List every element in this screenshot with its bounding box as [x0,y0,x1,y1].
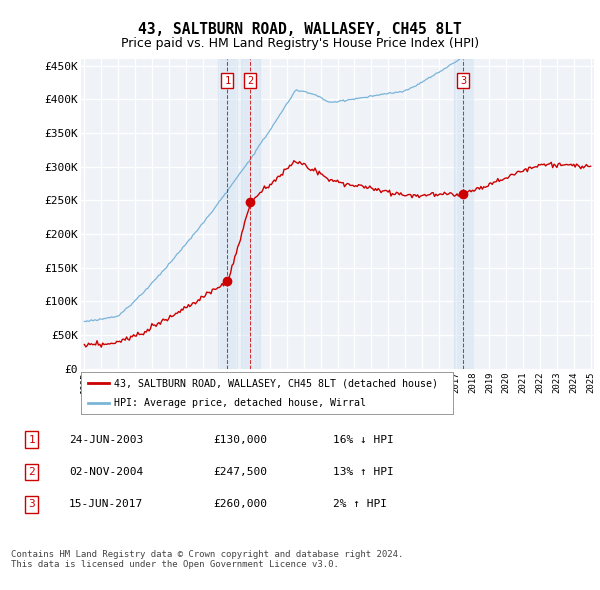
Bar [218,59,237,369]
Text: HPI: Average price, detached house, Wirral: HPI: Average price, detached house, Wirr… [115,398,367,408]
Bar [454,59,473,369]
Text: 3: 3 [460,76,466,86]
Text: £130,000: £130,000 [213,435,267,444]
Text: 43, SALTBURN ROAD, WALLASEY, CH45 8LT: 43, SALTBURN ROAD, WALLASEY, CH45 8LT [138,22,462,37]
Text: 1: 1 [224,76,230,86]
Text: 2: 2 [247,76,254,86]
Text: 2% ↑ HPI: 2% ↑ HPI [333,500,387,509]
Text: 3: 3 [28,500,35,509]
Text: 1: 1 [28,435,35,444]
Text: Contains HM Land Registry data © Crown copyright and database right 2024.
This d: Contains HM Land Registry data © Crown c… [11,550,403,569]
Text: Price paid vs. HM Land Registry's House Price Index (HPI): Price paid vs. HM Land Registry's House … [121,37,479,50]
Bar [241,59,260,369]
Text: £247,500: £247,500 [213,467,267,477]
Text: 24-JUN-2003: 24-JUN-2003 [69,435,143,444]
Text: 43, SALTBURN ROAD, WALLASEY, CH45 8LT (detached house): 43, SALTBURN ROAD, WALLASEY, CH45 8LT (d… [115,378,439,388]
Text: 13% ↑ HPI: 13% ↑ HPI [333,467,394,477]
Text: 16% ↓ HPI: 16% ↓ HPI [333,435,394,444]
Text: 15-JUN-2017: 15-JUN-2017 [69,500,143,509]
Text: 02-NOV-2004: 02-NOV-2004 [69,467,143,477]
Text: 2: 2 [28,467,35,477]
Text: £260,000: £260,000 [213,500,267,509]
